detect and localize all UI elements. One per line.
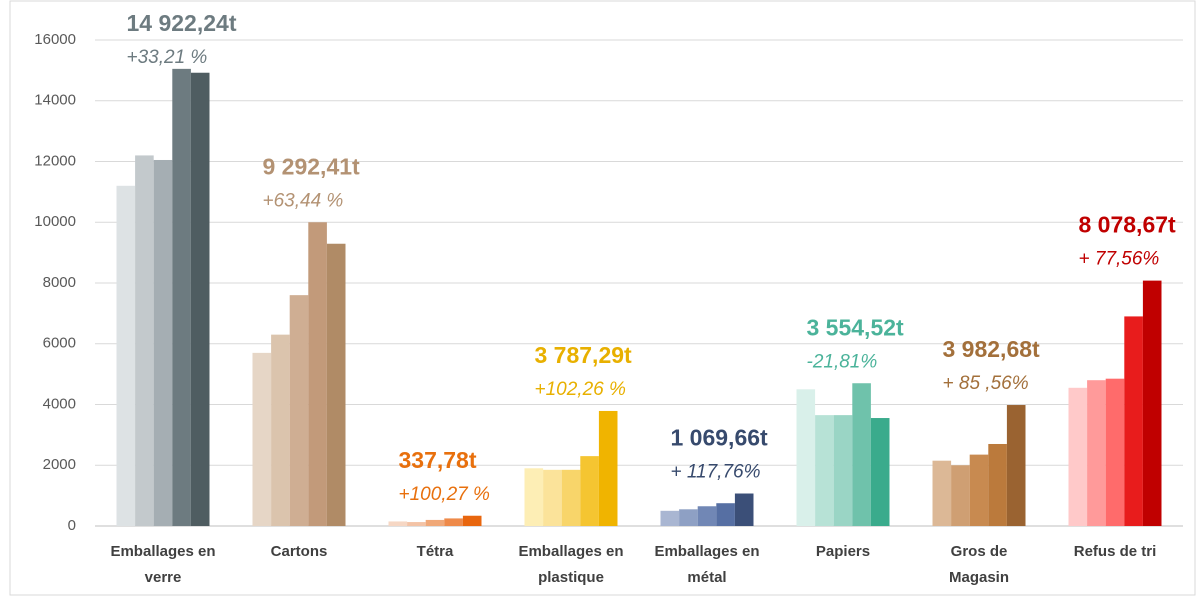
bar <box>697 506 717 526</box>
y-tick-label: 0 <box>68 517 76 534</box>
bar <box>153 159 173 526</box>
bar <box>190 72 210 526</box>
y-tick-label: 16000 <box>34 31 76 48</box>
bar <box>598 410 618 526</box>
bar <box>679 509 698 526</box>
total-label: 9 292,41t <box>263 153 361 179</box>
bar <box>833 415 853 526</box>
x-tick-label: Emballages en plastique <box>518 543 623 586</box>
bar <box>252 352 272 526</box>
x-tick-label: Emballages en métal <box>654 543 759 586</box>
bar <box>969 454 989 526</box>
bar <box>116 185 136 527</box>
y-tick-label: 4000 <box>43 395 76 412</box>
x-tick-line: Emballages en <box>110 543 215 560</box>
total-label: 337,78t <box>399 447 477 473</box>
bar <box>580 456 599 526</box>
bar <box>425 519 445 526</box>
bar <box>1142 280 1162 526</box>
x-tick-line: Emballages en <box>654 543 759 560</box>
x-tick-label: Emballages en verre <box>110 543 215 586</box>
bar <box>135 155 154 527</box>
bar <box>543 469 562 526</box>
bar <box>462 515 482 526</box>
bar <box>172 68 191 526</box>
bar <box>796 389 816 526</box>
change-label: + 77,56% <box>1079 249 1160 270</box>
x-tick-label: Cartons <box>271 543 328 560</box>
bar <box>932 460 952 526</box>
x-tick-line: Magasin <box>949 569 1009 586</box>
bar <box>870 418 890 526</box>
y-tick-label: 10000 <box>34 213 76 230</box>
x-tick-line: métal <box>687 569 726 586</box>
bar <box>716 503 735 526</box>
bar <box>1124 316 1143 526</box>
change-label: +63,44 % <box>263 190 344 211</box>
change-label: + 85 ,56% <box>943 373 1029 394</box>
x-tick-label: Gros de Magasin <box>949 543 1009 586</box>
bar <box>289 295 309 526</box>
y-tick-label: 2000 <box>43 456 76 473</box>
change-label: +100,27 % <box>399 484 490 505</box>
x-tick-line: Emballages en <box>518 543 623 560</box>
x-tick-label: Papiers <box>816 543 870 560</box>
x-tick-line: Tétra <box>417 543 454 560</box>
total-label: 14 922,24t <box>127 10 237 36</box>
y-tick-label: 12000 <box>34 152 76 169</box>
change-label: -21,81% <box>807 351 878 372</box>
bar <box>815 415 834 526</box>
bar <box>444 518 463 526</box>
x-tick-line: Papiers <box>816 543 870 560</box>
y-tick-label: 8000 <box>43 274 76 291</box>
y-tick-label: 6000 <box>43 335 76 352</box>
bar <box>561 469 581 526</box>
change-label: + 117,76% <box>671 462 761 483</box>
bar <box>988 443 1007 526</box>
bar <box>271 334 290 526</box>
total-label: 1 069,66t <box>671 425 769 451</box>
bar <box>660 510 680 526</box>
x-tick-line: Gros de <box>951 543 1008 560</box>
bar <box>1006 405 1026 526</box>
x-tick-label: Tétra <box>417 543 454 560</box>
change-label: +33,21 % <box>127 47 208 68</box>
x-tick-line: Cartons <box>271 543 328 560</box>
bar <box>308 222 327 526</box>
x-tick-label: Refus de tri <box>1074 543 1157 560</box>
bar <box>524 468 544 526</box>
x-tick-line: verre <box>145 569 182 586</box>
bar <box>951 465 970 526</box>
bar <box>388 521 408 526</box>
total-label: 8 078,67t <box>1079 212 1177 238</box>
bar <box>407 522 426 526</box>
x-tick-line: plastique <box>538 569 604 586</box>
total-label: 3 982,68t <box>943 336 1041 362</box>
bar <box>1105 378 1125 526</box>
total-label: 3 554,52t <box>807 314 905 340</box>
bar <box>734 493 754 526</box>
total-label: 3 787,29t <box>535 342 633 368</box>
bar <box>1068 387 1088 526</box>
bar <box>326 243 346 526</box>
bar <box>1087 380 1106 526</box>
bar <box>852 383 871 526</box>
x-tick-line: Refus de tri <box>1074 543 1157 560</box>
y-tick-label: 14000 <box>34 92 76 109</box>
change-label: +102,26 % <box>535 379 626 400</box>
chart-frame <box>9 0 1196 596</box>
